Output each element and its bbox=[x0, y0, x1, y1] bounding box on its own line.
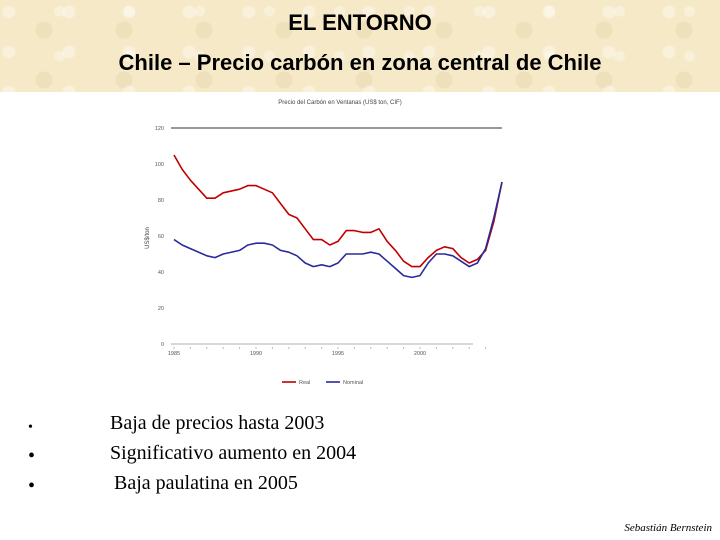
bullet-dot: • bbox=[28, 420, 33, 435]
y-tick-label: 0 bbox=[161, 342, 164, 348]
series-line-real bbox=[173, 154, 503, 268]
y-tick-label: 40 bbox=[158, 270, 164, 276]
y-tick-label: 20 bbox=[158, 306, 164, 312]
x-tick-mark bbox=[189, 347, 191, 349]
x-tick-mark bbox=[304, 347, 306, 349]
bullet-dot: • bbox=[28, 445, 36, 467]
x-tick-mark bbox=[321, 347, 323, 349]
x-tick-mark bbox=[370, 347, 372, 349]
x-tick-mark bbox=[403, 347, 405, 349]
x-tick-mark bbox=[419, 347, 421, 349]
legend-label: Nominal bbox=[343, 380, 363, 386]
x-tick-mark bbox=[173, 347, 175, 349]
coal-price-chart: Precio del Carbón en Ventanas (US$ ton, … bbox=[145, 100, 503, 386]
y-axis-label: US$/ton bbox=[145, 227, 151, 249]
y-tick-label: 120 bbox=[155, 126, 164, 132]
x-tick-label: 2000 bbox=[414, 351, 426, 357]
x-tick-mark bbox=[353, 347, 355, 349]
x-tick-mark bbox=[337, 347, 339, 349]
author-credit: Sebastián Bernstein bbox=[624, 522, 712, 534]
series-line-nominal bbox=[173, 181, 503, 279]
y-tick-label: 100 bbox=[155, 162, 164, 168]
x-tick-mark bbox=[239, 347, 241, 349]
y-tick-label: 80 bbox=[158, 198, 164, 204]
bullet-list: • Baja de precios hasta 2003 • Significa… bbox=[28, 412, 528, 502]
y-tick-label: 60 bbox=[158, 234, 164, 240]
x-tick-mark bbox=[255, 347, 257, 349]
bullet-item: • Baja paulatina en 2005 bbox=[28, 472, 528, 502]
bullet-item: • Baja de precios hasta 2003 bbox=[28, 412, 528, 442]
chart-title: Precio del Carbón en Ventanas (US$ ton, … bbox=[278, 100, 401, 106]
x-tick-mark bbox=[468, 347, 470, 349]
x-tick-mark bbox=[386, 347, 388, 349]
slide-subtitle: Chile – Precio carbón en zona central de… bbox=[118, 50, 602, 75]
x-tick-label: 1990 bbox=[250, 351, 262, 357]
x-tick-label: 1995 bbox=[332, 351, 344, 357]
bullet-text: Significativo aumento en 2004 bbox=[110, 442, 357, 464]
x-tick-mark bbox=[222, 347, 224, 349]
x-tick-label: 1985 bbox=[168, 351, 180, 357]
bullet-dot: • bbox=[28, 475, 36, 497]
legend-label: Real bbox=[299, 380, 310, 386]
slide-title: EL ENTORNO bbox=[288, 10, 432, 35]
x-tick-mark bbox=[271, 347, 273, 349]
bullet-text: Baja de precios hasta 2003 bbox=[110, 412, 325, 434]
slide-header: EL ENTORNO Chile – Precio carbón en zona… bbox=[0, 0, 720, 92]
x-tick-mark bbox=[288, 347, 290, 349]
x-tick-mark bbox=[485, 347, 487, 349]
bullet-item: • Significativo aumento en 2004 bbox=[28, 442, 528, 472]
x-tick-mark bbox=[452, 347, 454, 349]
x-tick-mark bbox=[435, 347, 437, 349]
x-tick-mark bbox=[206, 347, 208, 349]
bullet-text: Baja paulatina en 2005 bbox=[114, 472, 298, 494]
